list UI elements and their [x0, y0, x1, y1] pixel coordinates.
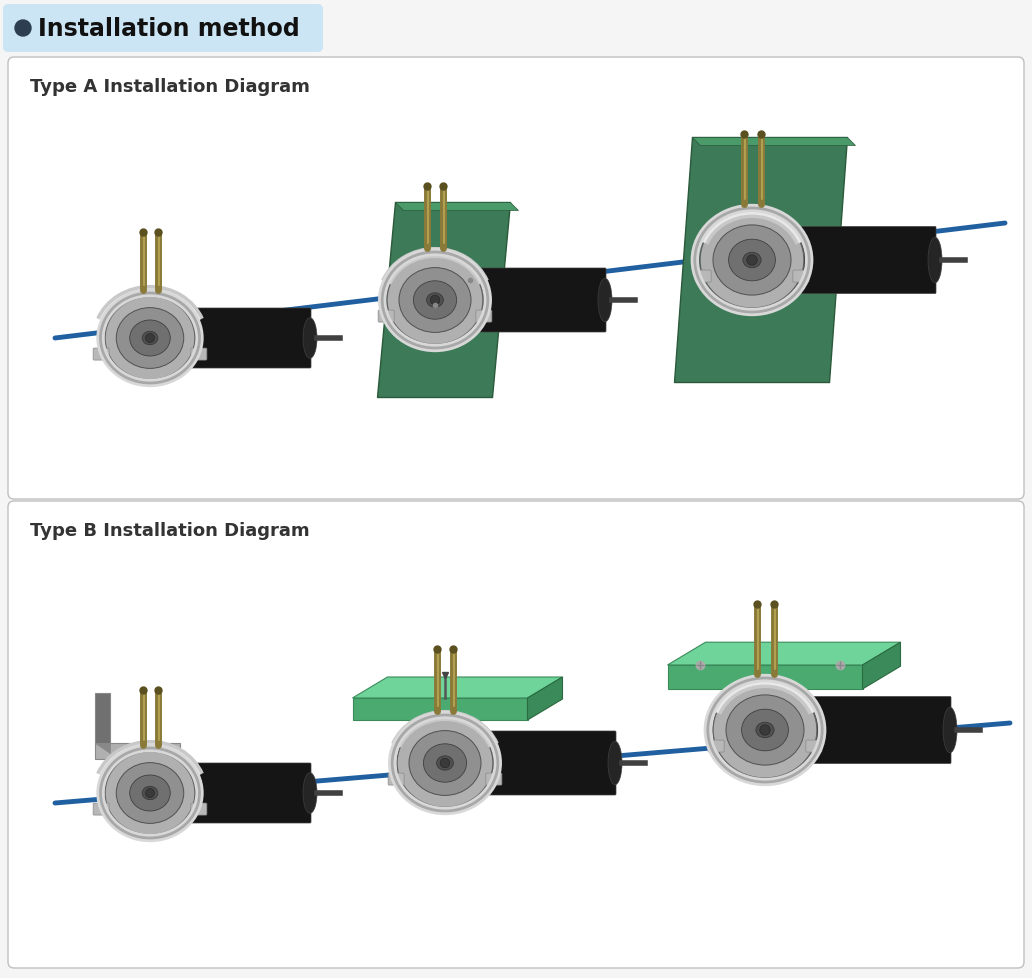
FancyBboxPatch shape: [486, 774, 502, 785]
FancyBboxPatch shape: [154, 309, 311, 369]
Circle shape: [441, 758, 450, 768]
Ellipse shape: [397, 719, 493, 808]
Polygon shape: [95, 693, 110, 743]
Polygon shape: [395, 203, 518, 211]
Circle shape: [430, 296, 440, 305]
Polygon shape: [353, 678, 562, 698]
Text: Type A Installation Diagram: Type A Installation Diagram: [30, 78, 310, 96]
FancyBboxPatch shape: [696, 271, 711, 283]
FancyBboxPatch shape: [449, 732, 616, 795]
FancyBboxPatch shape: [93, 349, 109, 361]
Polygon shape: [378, 203, 511, 398]
Polygon shape: [668, 643, 901, 665]
FancyBboxPatch shape: [8, 58, 1024, 500]
FancyBboxPatch shape: [793, 271, 809, 283]
FancyBboxPatch shape: [759, 227, 936, 294]
Ellipse shape: [700, 212, 804, 309]
Polygon shape: [95, 743, 110, 753]
Ellipse shape: [743, 253, 762, 269]
Ellipse shape: [142, 786, 158, 800]
Text: Type B Installation Diagram: Type B Installation Diagram: [30, 521, 310, 540]
Ellipse shape: [105, 297, 195, 380]
Ellipse shape: [440, 733, 460, 794]
Circle shape: [146, 334, 155, 343]
FancyBboxPatch shape: [154, 763, 311, 823]
Ellipse shape: [943, 707, 957, 753]
Ellipse shape: [146, 764, 165, 822]
FancyBboxPatch shape: [191, 803, 206, 816]
Ellipse shape: [142, 332, 158, 345]
Ellipse shape: [303, 773, 317, 814]
Polygon shape: [353, 698, 527, 720]
Ellipse shape: [130, 776, 170, 811]
Ellipse shape: [117, 763, 184, 823]
Ellipse shape: [303, 319, 317, 359]
Ellipse shape: [725, 695, 804, 766]
FancyBboxPatch shape: [388, 774, 405, 785]
Circle shape: [747, 255, 757, 266]
Ellipse shape: [130, 321, 170, 357]
Ellipse shape: [742, 709, 788, 751]
Polygon shape: [527, 678, 562, 720]
Ellipse shape: [423, 744, 466, 782]
Ellipse shape: [755, 723, 774, 738]
FancyBboxPatch shape: [378, 311, 394, 323]
Polygon shape: [692, 138, 856, 147]
Ellipse shape: [760, 697, 780, 763]
FancyBboxPatch shape: [191, 349, 206, 361]
Polygon shape: [668, 665, 863, 689]
Ellipse shape: [598, 279, 612, 323]
FancyBboxPatch shape: [439, 269, 606, 333]
Text: Installation method: Installation method: [38, 17, 299, 41]
FancyBboxPatch shape: [806, 740, 821, 752]
Circle shape: [760, 725, 770, 735]
Polygon shape: [675, 138, 847, 383]
FancyBboxPatch shape: [476, 311, 492, 323]
Ellipse shape: [750, 228, 770, 293]
Circle shape: [15, 21, 31, 37]
Ellipse shape: [414, 282, 456, 320]
Ellipse shape: [117, 308, 184, 369]
Ellipse shape: [437, 756, 453, 771]
Ellipse shape: [399, 268, 471, 333]
FancyBboxPatch shape: [3, 5, 323, 53]
Ellipse shape: [713, 226, 791, 295]
Ellipse shape: [608, 741, 622, 785]
Ellipse shape: [729, 240, 775, 282]
Ellipse shape: [430, 270, 450, 332]
Ellipse shape: [713, 683, 817, 778]
FancyBboxPatch shape: [93, 803, 109, 816]
Ellipse shape: [409, 731, 481, 795]
FancyBboxPatch shape: [8, 502, 1024, 968]
FancyBboxPatch shape: [708, 740, 724, 752]
Ellipse shape: [105, 752, 195, 835]
Polygon shape: [95, 743, 180, 759]
Ellipse shape: [387, 256, 483, 345]
Circle shape: [146, 788, 155, 798]
Ellipse shape: [146, 310, 165, 368]
Ellipse shape: [426, 293, 444, 308]
FancyBboxPatch shape: [769, 696, 952, 764]
Polygon shape: [863, 643, 901, 689]
Ellipse shape: [928, 238, 942, 284]
